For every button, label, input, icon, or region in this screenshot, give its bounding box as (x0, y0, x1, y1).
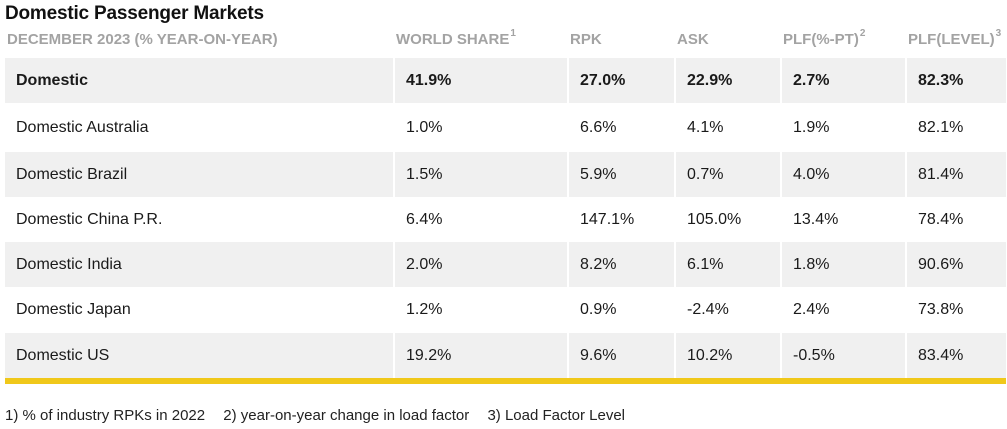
cell-ask: 0.7% (676, 152, 780, 197)
cell-world-share: 19.2% (395, 333, 567, 378)
cell-plf-pt: 2.4% (793, 301, 830, 318)
cell-rpk: 27.0% (569, 58, 674, 103)
cell-rpk: 6.6% (580, 119, 617, 136)
cell-world-share: 41.9% (395, 58, 567, 103)
cell-market: Domestic Australia (16, 119, 149, 136)
cell-ask: 6.1% (676, 242, 780, 287)
header-plf-level-label: PLF(LEVEL) (908, 31, 995, 48)
accent-divider (5, 378, 1006, 384)
header-ask: ASK (677, 31, 709, 48)
header-plf-level: PLF(LEVEL)3 (908, 28, 1002, 48)
header-world-share-sup: 1 (510, 28, 516, 39)
cell-world-share: 1.5% (395, 152, 567, 197)
cell-plf-pt: 4.0% (782, 152, 905, 197)
header-period: DECEMBER 2023 (% YEAR-ON-YEAR) (7, 31, 278, 48)
cell-plf-level: 78.4% (918, 211, 964, 228)
footnote-3: 3) Load Factor Level (487, 407, 626, 424)
cell-plf-pt: 1.9% (793, 119, 830, 136)
cell-ask: 10.2% (676, 333, 780, 378)
table-row: Domestic 41.9% 27.0% 22.9% 2.7% 82.3% (5, 58, 1006, 103)
cell-ask: 105.0% (687, 211, 742, 228)
footnotes: 1) % of industry RPKs in 2022 2) year-on… (5, 407, 639, 424)
footnote-1: 1) % of industry RPKs in 2022 (5, 407, 206, 424)
cell-ask: 22.9% (676, 58, 780, 103)
header-plf-level-sup: 3 (995, 28, 1002, 39)
cell-plf-level: 90.6% (907, 242, 1006, 287)
cell-plf-level: 81.4% (907, 152, 1006, 197)
cell-ask: 4.1% (687, 119, 724, 136)
cell-plf-pt: 1.8% (782, 242, 905, 287)
cell-market: Domestic China P.R. (16, 211, 163, 228)
cell-market: Domestic Japan (16, 301, 131, 318)
cell-market: Domestic US (5, 333, 393, 378)
cell-ask: -2.4% (687, 301, 729, 318)
cell-rpk: 147.1% (580, 211, 635, 228)
cell-market: Domestic Brazil (5, 152, 393, 197)
page-title: Domestic Passenger Markets (5, 3, 264, 24)
table-row: Domestic India 2.0% 8.2% 6.1% 1.8% 90.6% (5, 242, 1006, 287)
cell-plf-pt: -0.5% (782, 333, 905, 378)
header-rpk: RPK (570, 31, 602, 48)
cell-market: Domestic India (5, 242, 393, 287)
header-plf-pt-sup: 2 (859, 28, 866, 39)
cell-world-share: 2.0% (395, 242, 567, 287)
cell-rpk: 5.9% (569, 152, 674, 197)
table-header: DECEMBER 2023 (% YEAR-ON-YEAR) WORLD SHA… (5, 28, 1007, 52)
cell-plf-level: 73.8% (918, 301, 964, 318)
cell-world-share: 1.2% (406, 301, 443, 318)
cell-plf-level: 83.4% (907, 333, 1006, 378)
cell-market: Domestic (5, 58, 393, 103)
table-row: Domestic Brazil 1.5% 5.9% 0.7% 4.0% 81.4… (5, 152, 1006, 197)
cell-rpk: 0.9% (580, 301, 617, 318)
table-row: Domestic Australia 1.0% 6.6% 4.1% 1.9% 8… (5, 105, 1006, 150)
header-world-share: WORLD SHARE1 (396, 28, 516, 48)
cell-rpk: 8.2% (569, 242, 674, 287)
cell-rpk: 9.6% (569, 333, 674, 378)
cell-plf-level: 82.3% (907, 58, 1006, 103)
footnote-2: 2) year-on-year change in load factor (223, 407, 470, 424)
table-row: Domestic China P.R. 6.4% 147.1% 105.0% 1… (5, 197, 1006, 242)
header-world-share-label: WORLD SHARE (396, 31, 510, 48)
header-plf-pt-label: PLF(%-PT) (783, 31, 859, 48)
cell-plf-level: 82.1% (918, 119, 964, 136)
cell-world-share: 1.0% (406, 119, 443, 136)
cell-world-share: 6.4% (406, 211, 443, 228)
cell-plf-pt: 2.7% (782, 58, 905, 103)
table-row: Domestic Japan 1.2% 0.9% -2.4% 2.4% 73.8… (5, 287, 1006, 332)
header-plf-pt: PLF(%-PT)2 (783, 28, 866, 48)
cell-plf-pt: 13.4% (793, 211, 839, 228)
table-row: Domestic US 19.2% 9.6% 10.2% -0.5% 83.4% (5, 333, 1006, 378)
